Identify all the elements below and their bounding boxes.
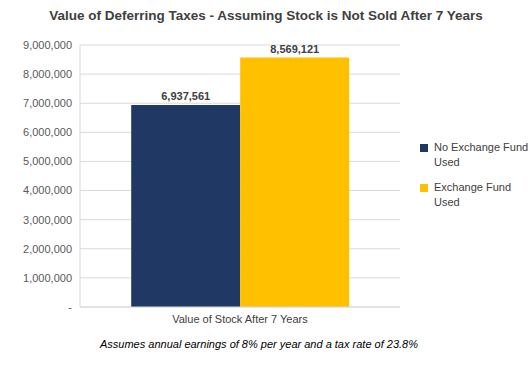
svg-text:-: - bbox=[68, 301, 72, 313]
html-text:No Exchange Fund Used: No Exchange Fund Used bbox=[434, 141, 529, 168]
html-text:Exchange Fund Used: Exchange Fund Used bbox=[434, 181, 512, 208]
html-text:Assumes annual earnings of 8%: Assumes annual earnings of 8% per year a… bbox=[100, 338, 418, 350]
svg-text:8,569,121: 8,569,121 bbox=[270, 43, 319, 55]
svg-text:8,000,000: 8,000,000 bbox=[23, 68, 72, 80]
svg-text:5,000,000: 5,000,000 bbox=[23, 155, 72, 167]
svg-text:9,000,000: 9,000,000 bbox=[23, 39, 72, 51]
svg-text:2,000,000: 2,000,000 bbox=[23, 243, 72, 255]
html-text:Value of Deferring Taxes - Ass: Value of Deferring Taxes - Assuming Stoc… bbox=[49, 8, 483, 23]
svg-text:6,000,000: 6,000,000 bbox=[23, 126, 72, 138]
svg-text:1,000,000: 1,000,000 bbox=[23, 272, 72, 284]
svg-text:4,000,000: 4,000,000 bbox=[23, 184, 72, 196]
svg-text:3,000,000: 3,000,000 bbox=[23, 214, 72, 226]
svg-text:Value of Stock After 7 Years: Value of Stock After 7 Years bbox=[172, 313, 308, 325]
svg-text:7,000,000: 7,000,000 bbox=[23, 97, 72, 109]
svg-text:6,937,561: 6,937,561 bbox=[161, 90, 210, 102]
